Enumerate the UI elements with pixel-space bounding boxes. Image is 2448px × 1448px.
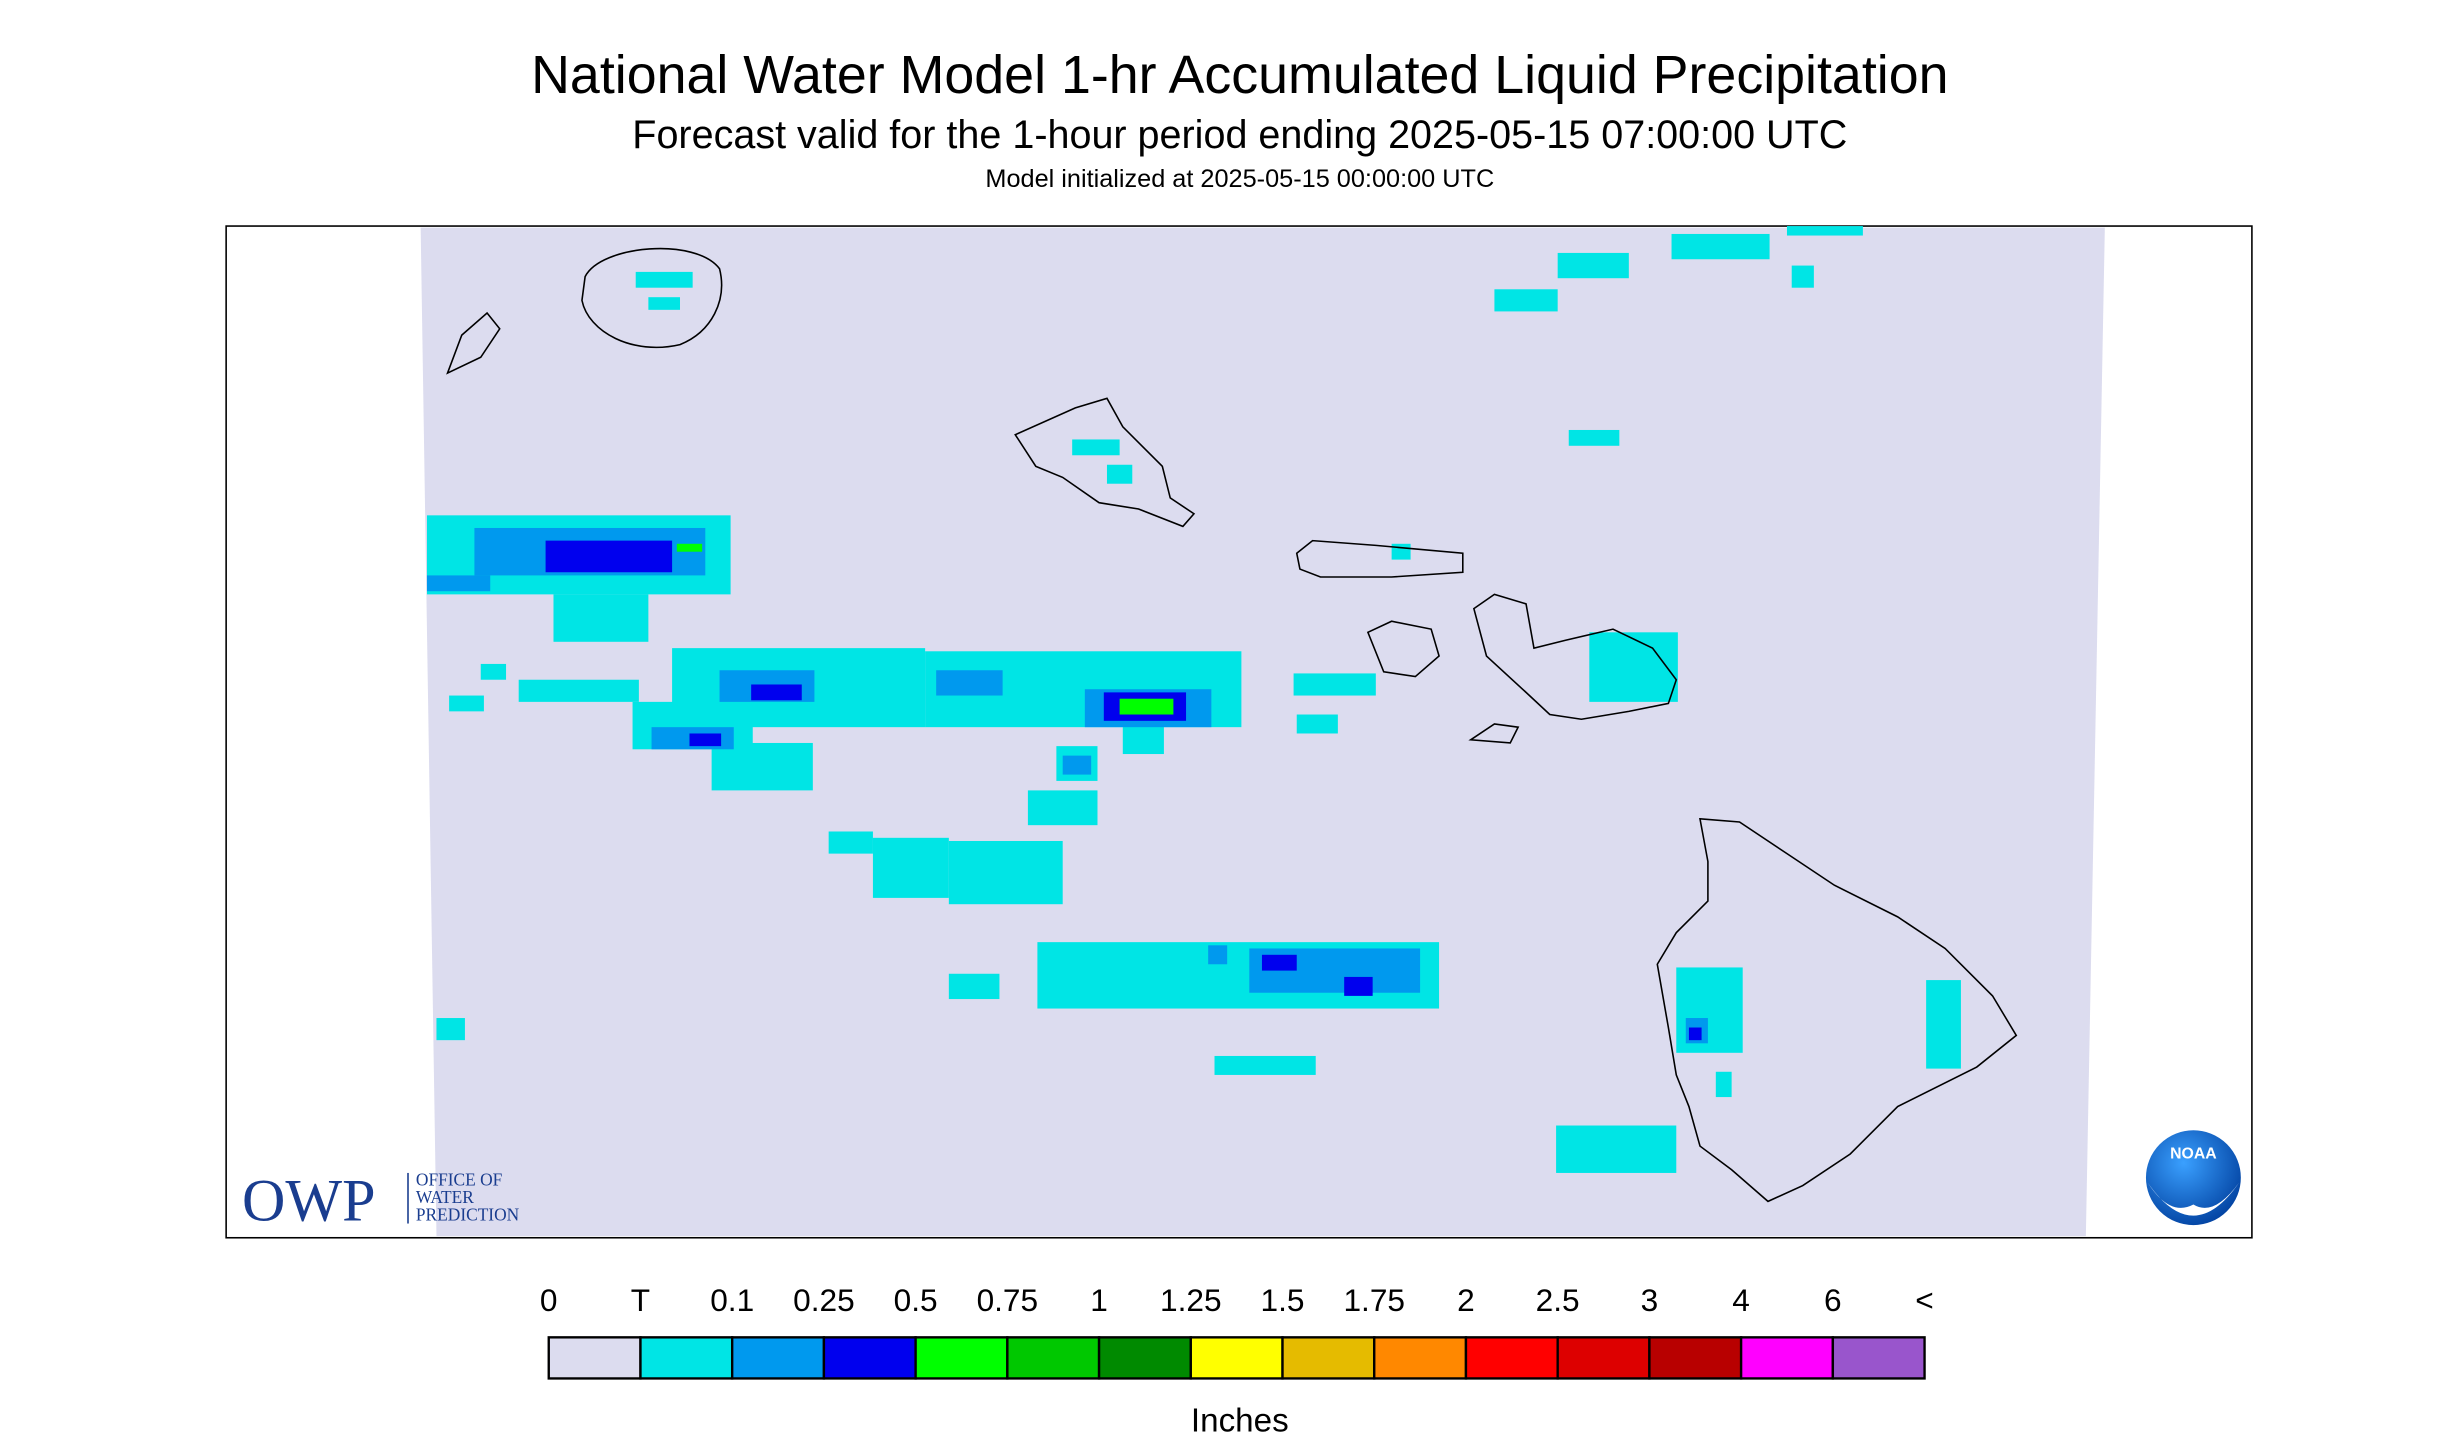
precip-heavy: [545, 540, 1702, 1041]
legend-label: 2: [1457, 1282, 1475, 1318]
legend-swatch: [1281, 1336, 1376, 1380]
legend-label: 0.5: [894, 1282, 938, 1318]
owp-logo: OWP: [242, 1166, 376, 1233]
title: National Water Model 1-hr Accumulated Li…: [531, 45, 1948, 105]
owp-name: PREDICTION: [416, 1205, 520, 1224]
legend-label: 0.75: [977, 1282, 1039, 1318]
legend-swatch: [1189, 1336, 1284, 1380]
legend-label: 2.5: [1536, 1282, 1580, 1318]
legend-label: 1.25: [1160, 1282, 1222, 1318]
legend-label: 0: [540, 1282, 558, 1318]
legend-swatch: [731, 1336, 826, 1380]
legend-swatch: [1006, 1336, 1101, 1380]
legend-label: 6: [1824, 1282, 1842, 1318]
legend-units: Inches: [1191, 1402, 1289, 1439]
legend-label: 1.5: [1261, 1282, 1305, 1318]
legend-swatch: [914, 1336, 1009, 1380]
legend-swatch: [1373, 1336, 1468, 1380]
precip-green: [676, 543, 1174, 715]
legend-label: 1: [1090, 1282, 1108, 1318]
noaa-text: NOAA: [2170, 1146, 2217, 1163]
legend-swatch: [822, 1336, 917, 1380]
subtitle: Forecast valid for the 1-hour period end…: [632, 113, 1847, 157]
legend-swatch: [1556, 1336, 1651, 1380]
owp-name: OFFICE OF: [416, 1171, 503, 1190]
legend-swatch: [639, 1336, 734, 1380]
legend-label: 1.75: [1343, 1282, 1405, 1318]
legend-swatch: [1648, 1336, 1743, 1380]
legend-swatch: [1831, 1336, 1926, 1380]
legend-swatch: [1464, 1336, 1559, 1380]
legend-label: <: [1915, 1282, 1933, 1318]
legend-label: 0.1: [710, 1282, 754, 1318]
coastlines: [446, 247, 2018, 1203]
owp-name: WATER: [416, 1188, 474, 1207]
map: OWP OFFICE OF WATER PREDICTION NOAA: [225, 225, 2253, 1239]
noaa-logo: [2142, 1127, 2244, 1229]
legend-swatch: [547, 1336, 642, 1380]
legend-label: T: [631, 1282, 650, 1318]
legend: 0 T 0.1 0.25 0.5 0.75 1 1.25 1.5 1.75 2 2.5 3 4 6 <: [540, 1282, 1934, 1380]
legend-label: 4: [1732, 1282, 1750, 1318]
noaa-bird: [2147, 1182, 2240, 1216]
legend-label: 0.25: [793, 1282, 855, 1318]
legend-swatch: [1097, 1336, 1192, 1380]
legend-swatch: [1739, 1336, 1835, 1380]
init-time: Model initialized at 2025-05-15 00:00:00…: [985, 165, 1494, 193]
legend-label: 3: [1641, 1282, 1659, 1318]
